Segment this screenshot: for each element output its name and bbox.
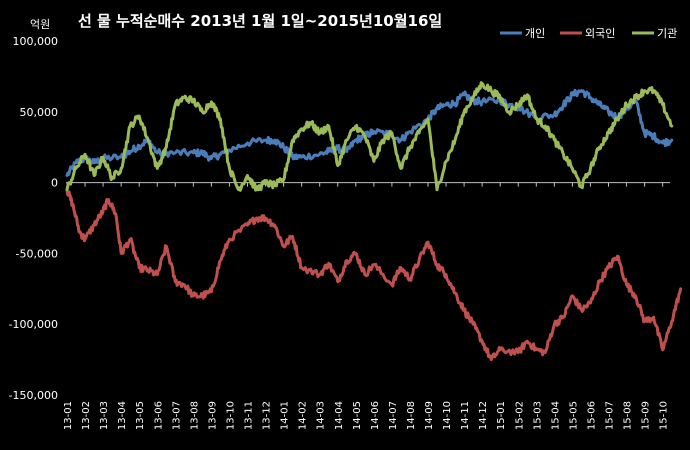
chart-title: 선 물 누적순매수 2013년 1월 1일~2015년10월16일	[78, 12, 442, 30]
x-tick-label: 15-02	[514, 401, 525, 430]
y-tick-label: -100,000	[9, 318, 58, 331]
y-tick-label: -50,000	[16, 247, 58, 260]
x-tick-label: 13-04	[117, 401, 128, 430]
x-tick-label: 13-11	[244, 401, 255, 430]
x-tick-label: 13-02	[81, 401, 92, 430]
legend-label: 기관	[657, 27, 677, 40]
x-tick-label: 13-09	[207, 401, 218, 430]
series-line-1	[65, 188, 683, 362]
x-tick-label: 14-04	[334, 401, 345, 430]
x-tick-label: 15-07	[605, 401, 616, 430]
legend: 개인 외국인 기관	[500, 27, 677, 40]
y-axis: 100,000 50,000 0 -50,000 -100,000 -150,000	[9, 35, 58, 402]
x-tick-label: 13-08	[189, 401, 200, 430]
x-tick-label: 14-07	[388, 401, 399, 430]
x-tick-label: 15-01	[496, 401, 507, 430]
x-tick-label: 14-08	[406, 401, 417, 430]
x-axis: 13-01 13-02 13-03 13-04 13-05 13-06 13-07 13-08…	[63, 182, 670, 430]
y-tick-label: 100,000	[13, 35, 59, 48]
x-tick-label: 14-11	[460, 401, 471, 430]
y-tick-label: 0	[51, 177, 58, 190]
x-tick-label: 14-06	[370, 401, 381, 430]
series-lines	[65, 81, 683, 362]
x-tick-label: 13-05	[135, 401, 146, 430]
x-tick-label: 14-09	[424, 401, 435, 430]
x-tick-label: 15-04	[550, 401, 561, 430]
x-tick-label: 15-03	[532, 401, 543, 430]
legend-label: 외국인	[585, 27, 615, 40]
x-tick-label: 13-10	[225, 401, 236, 430]
x-tick-label: 13-01	[63, 401, 74, 430]
x-tick-label: 13-07	[171, 401, 182, 430]
x-tick-label: 14-03	[316, 401, 327, 430]
x-tick-label: 15-06	[586, 401, 597, 430]
x-tick-label: 14-02	[298, 401, 309, 430]
x-tick-label: 15-10	[659, 401, 670, 430]
unit-label: 억원	[30, 18, 50, 31]
x-tick-label: 15-05	[568, 401, 579, 430]
y-tick-label: 50,000	[20, 106, 59, 119]
x-tick-label: 14-12	[478, 401, 489, 430]
x-tick-label: 14-10	[442, 401, 453, 430]
x-tick-label: 13-03	[99, 401, 110, 430]
x-tick-label: 14-01	[280, 401, 291, 430]
plot-area	[66, 41, 670, 395]
x-tick-label: 13-06	[153, 401, 164, 430]
x-tick-label: 15-08	[623, 401, 634, 430]
x-tick-label: 15-09	[641, 401, 652, 430]
y-tick-label: -150,000	[9, 389, 58, 402]
legend-label: 개인	[525, 27, 545, 40]
x-tick-label: 13-12	[262, 401, 273, 430]
series-line-2	[65, 81, 674, 192]
x-tick-label: 14-05	[352, 401, 363, 430]
